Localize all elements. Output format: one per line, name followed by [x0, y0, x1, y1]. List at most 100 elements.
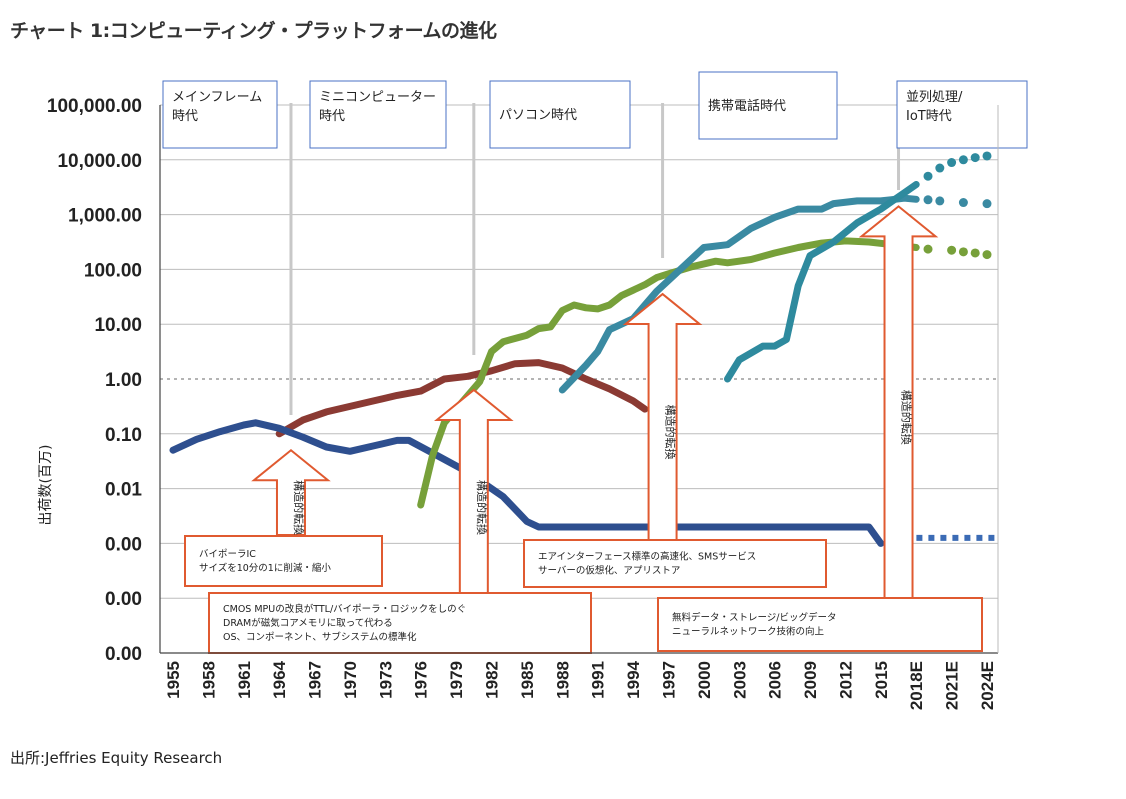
series-メインフレーム-line	[169, 419, 885, 547]
series-パソコン-projection-dot	[947, 245, 957, 255]
series-並列処理/IoT-projection-dot	[982, 151, 992, 161]
era-label-box: 並列処理/IoT時代	[896, 80, 1028, 149]
x-tick-label: 2015	[872, 661, 891, 699]
note-box-frame	[523, 539, 827, 588]
axis-layer: 100,000.00 10,000.00 1,000.00 100.00 10.00 1.…	[38, 96, 999, 710]
x-tick-label: 2021E	[943, 661, 962, 710]
series-並列処理/IoT-projection-dot	[947, 158, 957, 168]
x-tick-label: 1961	[235, 661, 254, 699]
series-ミニコンピューター-line	[275, 359, 649, 438]
x-tick-label: 2000	[695, 661, 714, 699]
note-box-frame	[657, 597, 983, 652]
x-tick-label: 1979	[447, 661, 466, 699]
x-tick-label: 1988	[553, 661, 572, 699]
note-text-line: サーバーの仮想化、アプリストア	[538, 565, 680, 577]
y-tick-label: 100,000.00	[47, 96, 142, 117]
x-tick-label: 1967	[306, 661, 325, 699]
era-box-frame	[698, 71, 838, 140]
era-label-text: IoT時代	[906, 109, 952, 124]
y-tick-label: 10,000.00	[57, 151, 142, 172]
y-tick-label: 0.10	[105, 425, 142, 446]
era-label-text: 並列処理/	[906, 90, 963, 105]
x-tick-label: 1964	[270, 660, 289, 698]
series-パソコン-projection-dot	[982, 250, 992, 260]
note-box: バイポーラIC サイズを10分の1に削減・縮小	[184, 535, 383, 587]
structural-shift-arrow: 構造的転換	[858, 205, 939, 599]
era-box-frame	[162, 80, 278, 149]
era-box-frame	[309, 80, 447, 149]
era-box-frame	[489, 80, 631, 149]
y-tick-label: 0.01	[105, 480, 142, 501]
note-text-line: サイズを10分の1に削減・縮小	[199, 562, 331, 574]
arrow-shape	[251, 448, 331, 536]
x-tick-label: 1955	[164, 661, 183, 699]
series-並列処理/IoT-projection-dot	[970, 153, 980, 163]
arrow-label: 構造的転換	[664, 405, 678, 460]
era-label-text: 時代	[172, 109, 198, 124]
series-並列処理/IoT-projection-dot	[958, 155, 968, 165]
series-パソコン-projection-dot	[958, 247, 968, 257]
series-パソコン-line	[417, 237, 920, 509]
era-label-box: パソコン時代	[489, 80, 631, 149]
x-tick-label: 1997	[659, 661, 678, 699]
arrow-shape	[858, 205, 939, 599]
era-label-text: パソコン時代	[499, 108, 577, 123]
y-tick-label: 1,000.00	[68, 206, 142, 227]
y-tick-label: 0.00	[105, 644, 142, 665]
note-text-line: DRAMが磁気コアメモリに取って代わる	[223, 617, 393, 629]
x-tick-label: 2006	[766, 661, 785, 699]
era-label-box: 携帯電話時代	[698, 71, 838, 140]
note-layer: バイポーラIC サイズを10分の1に削減・縮小 CMOS MPUの改良がTTL/バイ…	[184, 535, 983, 654]
x-tick-label: 2012	[836, 661, 855, 699]
era-label-text: 携帯電話時代	[708, 98, 786, 114]
era-label-text: ミニコンピューター	[319, 90, 436, 105]
era-box-frame	[896, 80, 1028, 149]
note-text-line: バイポーラIC	[199, 549, 256, 560]
x-tick-label: 1991	[589, 661, 608, 699]
note-text-line: ニューラルネットワーク技術の向上	[672, 626, 825, 638]
series-パソコン-projection-dot	[923, 244, 933, 254]
y-tick-label: 0.00	[105, 589, 142, 610]
arrow-label: 構造的転換	[475, 480, 489, 535]
structural-shift-arrow: 構造的転換	[622, 292, 703, 541]
source-note: 出所:Jeffries Equity Research	[10, 749, 223, 767]
x-tick-label: 2024E	[978, 661, 997, 710]
x-tick-label: 1994	[624, 660, 643, 698]
x-tick-label: 2009	[801, 661, 820, 699]
y-tick-label: 1.00	[105, 370, 142, 391]
era-label-text: メインフレーム	[172, 90, 262, 105]
series-携帯電話-projection-dot	[923, 195, 933, 205]
note-box-frame	[184, 535, 383, 587]
x-tick-label: 1970	[341, 661, 360, 699]
y-tick-label: 10.00	[94, 315, 142, 336]
series-携帯電話-projection-dot	[935, 196, 945, 206]
series-パソコン-projection-dot	[970, 248, 980, 258]
arrow-label: 構造的転換	[292, 480, 306, 535]
note-text-line: CMOS MPUの改良がTTL/バイポーラ・ロジックをしのぐ	[223, 603, 466, 615]
series-携帯電話-projection-dot	[982, 199, 992, 209]
series-並列処理/IoT-projection-dot	[935, 163, 945, 173]
x-tick-label: 1985	[518, 661, 537, 699]
arrow-shape	[622, 292, 703, 541]
x-tick-label: 2018E	[907, 661, 926, 710]
arrow-label: 構造的転換	[900, 390, 914, 445]
structural-shift-arrow: 構造的転換	[251, 448, 331, 536]
series-layer	[169, 151, 999, 547]
note-text-line: OS、コンポーネント、サブシステムの標準化	[223, 631, 417, 643]
x-tick-label: 1973	[376, 661, 395, 699]
x-tick-label: 1982	[483, 661, 502, 699]
note-text-line: 無料データ・ストレージ/ビッグデータ	[672, 612, 837, 624]
series-並列処理/IoT-line	[724, 181, 920, 383]
note-box-frame	[208, 592, 592, 654]
x-tick-label: 1958	[199, 661, 218, 699]
series-携帯電話-line	[558, 194, 920, 394]
series-携帯電話-projection-dot	[958, 198, 968, 208]
era-label-text: 時代	[319, 109, 345, 124]
y-tick-label: 100.00	[84, 260, 142, 281]
